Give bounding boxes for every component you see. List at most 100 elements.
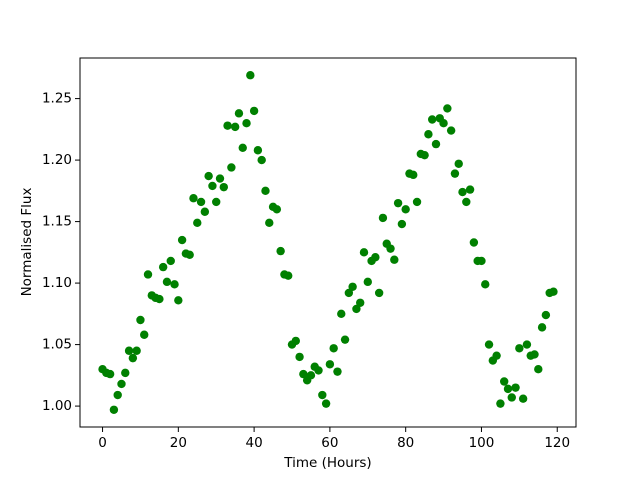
data-point [105, 369, 115, 379]
x-tick-label: 60 [321, 435, 338, 451]
data-point [174, 296, 183, 305]
y-axis-label: Normalised Flux [19, 188, 35, 297]
data-point [242, 118, 251, 128]
data-point [291, 336, 300, 346]
data-point [499, 377, 509, 386]
axes-frame [79, 57, 577, 428]
data-point [492, 351, 501, 360]
data-point [356, 298, 365, 307]
data-point [446, 126, 456, 135]
y-tick-label: 1.10 [42, 275, 72, 291]
data-point [428, 115, 437, 124]
y-tick-label: 1.00 [42, 398, 72, 414]
data-point [200, 207, 210, 216]
data-point [246, 71, 255, 80]
data-point [284, 271, 293, 280]
x-tick-label: 40 [246, 435, 263, 451]
data-point [196, 197, 206, 207]
data-point [257, 155, 266, 165]
data-point [117, 379, 126, 389]
data-point [155, 294, 164, 304]
data-point [276, 246, 285, 256]
x-tick-label: 0 [98, 435, 107, 451]
x-axis-label: Time (Hours) [283, 455, 371, 471]
data-point [534, 364, 543, 374]
y-tick-label: 1.15 [42, 214, 72, 230]
data-point [340, 335, 350, 344]
data-point [371, 253, 380, 262]
data-point [537, 323, 547, 332]
data-point [439, 118, 448, 128]
data-point [113, 390, 122, 400]
data-point [397, 219, 407, 229]
data-point [162, 277, 172, 287]
data-point [170, 280, 179, 289]
data-point [306, 371, 316, 380]
data-point [234, 109, 244, 118]
data-point [212, 197, 221, 207]
data-point [374, 288, 384, 298]
data-point [238, 143, 247, 152]
data-point [321, 399, 331, 408]
data-point [333, 367, 342, 376]
data-point [431, 139, 441, 149]
data-point [318, 390, 327, 400]
data-point [143, 270, 153, 279]
data-point [515, 344, 524, 353]
data-point [299, 369, 308, 379]
data-point [253, 146, 263, 155]
data-point [109, 405, 119, 414]
data-point [522, 340, 532, 349]
data-point [348, 282, 357, 291]
data-point [409, 170, 418, 180]
data-point [481, 280, 490, 289]
data-point [329, 344, 338, 353]
data-point [337, 309, 346, 319]
data-point [458, 187, 467, 197]
y-tick-label: 1.20 [42, 152, 72, 168]
x-tick-label: 100 [469, 435, 495, 451]
data-point [314, 366, 323, 375]
data-point [443, 104, 452, 113]
data-point [541, 310, 551, 320]
data-point [185, 250, 194, 259]
data-point [166, 256, 175, 266]
data-point [352, 304, 361, 314]
data-point [223, 121, 232, 130]
data-point [265, 218, 274, 228]
data-point [219, 182, 228, 192]
data-point [227, 163, 236, 172]
data-point [401, 205, 410, 214]
x-tick-label: 20 [170, 435, 187, 451]
data-point [208, 181, 217, 191]
data-point [420, 150, 429, 160]
data-point [140, 330, 149, 339]
data-point [177, 235, 187, 245]
x-tick-label: 80 [397, 435, 414, 451]
data-point [393, 198, 403, 208]
data-point [424, 130, 433, 139]
y-tick-label: 1.25 [42, 91, 72, 107]
data-point [261, 186, 270, 196]
data-point [193, 218, 202, 228]
data-point [272, 205, 282, 214]
data-point [477, 256, 486, 266]
data-point [450, 169, 460, 178]
data-point [158, 262, 168, 272]
data-point [204, 171, 213, 181]
data-point [124, 346, 134, 355]
data-point [249, 106, 259, 116]
data-point [344, 288, 354, 298]
data-point [530, 350, 539, 359]
data-point [462, 197, 471, 207]
data-point [454, 159, 463, 168]
data-point [465, 185, 475, 194]
data-point [136, 315, 145, 325]
data-point [363, 277, 372, 287]
data-point [128, 353, 138, 363]
data-point [518, 394, 528, 403]
data-point [386, 244, 395, 253]
data-point [484, 340, 494, 349]
